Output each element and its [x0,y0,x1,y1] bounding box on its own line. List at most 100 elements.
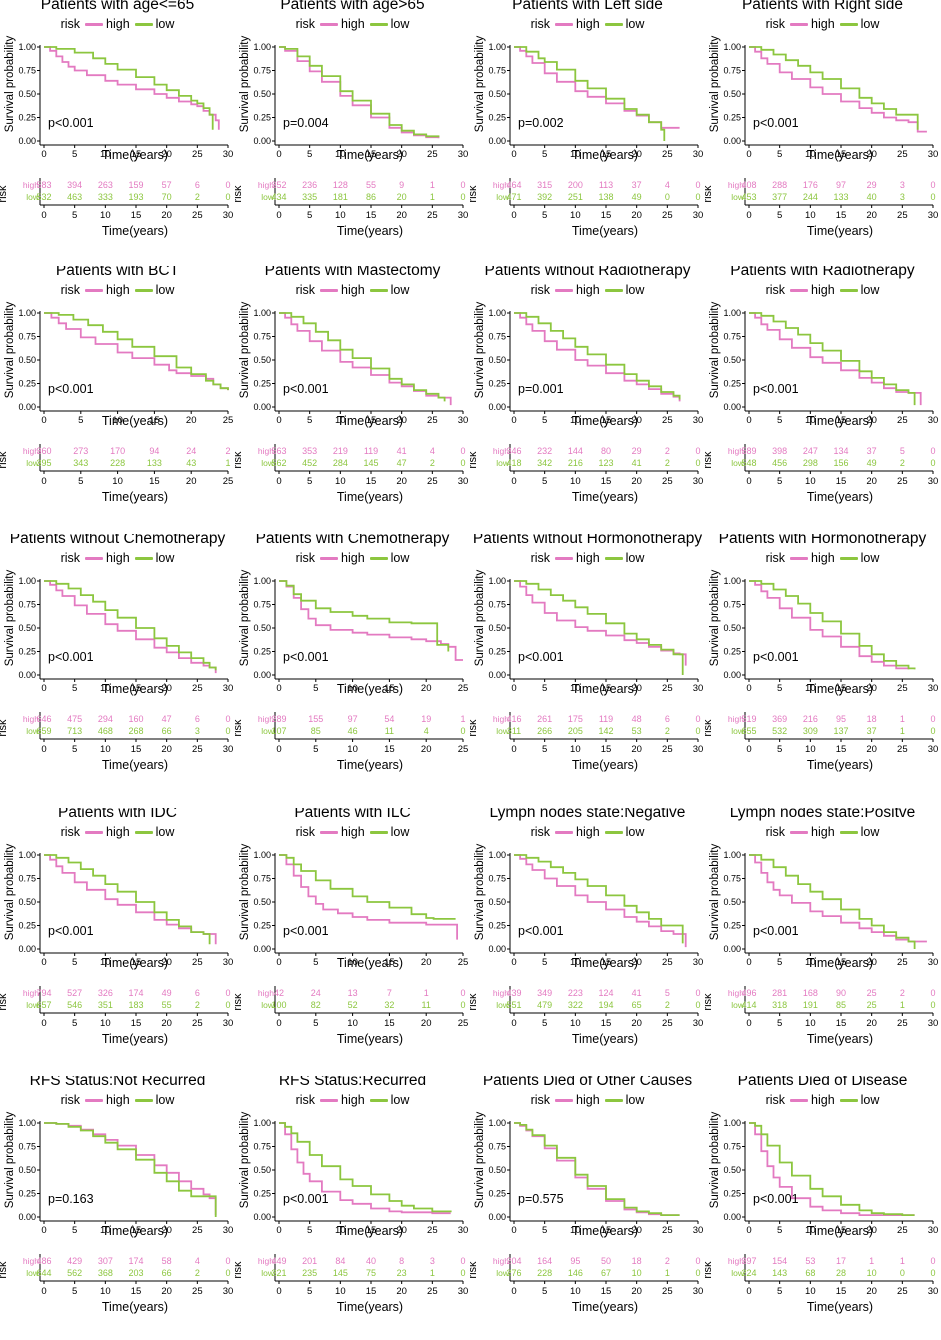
y-tick-label: 0.75 [488,600,506,610]
legend-label-high: high [811,825,835,839]
legend: risk high low [705,1093,940,1107]
y-tick-label: 0.50 [253,89,271,99]
legend-label-high: high [576,17,600,31]
risk-count-low: 228 [537,1268,552,1278]
x-tick-label: 5 [542,415,547,426]
risk-count-high: 346 [506,446,521,456]
y-tick-label: 0.25 [18,1189,36,1199]
risk-count-high: 6 [195,714,200,724]
risk-x-tick-label: 15 [131,744,142,755]
risk-count-low: 0 [460,192,465,202]
risk-count-low: 75 [366,1268,376,1278]
risk-count-low: 351 [98,1000,113,1010]
risk-x-axis-label: Time(years) [571,758,639,772]
legend-title: risk [295,17,316,31]
x-tick-label: 10 [805,683,816,694]
risk-count-low: 368 [98,1268,113,1278]
legend-label-high: high [106,551,130,565]
p-value: p<0.001 [48,650,94,664]
legend-label-high: high [811,1093,835,1107]
x-tick-label: 25 [662,683,673,694]
km-plot-svg: 0.000.250.500.751.0000551010151520202525… [488,1118,703,1297]
risk-row-label-low: low [731,192,745,202]
y-axis-label: Survival probability [709,301,721,399]
x-tick-label: 20 [631,683,642,694]
risk-count-high: 1 [869,1256,874,1266]
km-plot-svg: 0.000.250.500.751.0000551010151520202525… [253,308,468,487]
y-axis-label: Survival probability [4,843,16,941]
risk-count-high: 29 [632,446,642,456]
risk-x-tick-label: 10 [570,744,581,755]
y-tick-label: 0.50 [488,89,506,99]
risk-count-high: 398 [772,446,787,456]
x-axis-label: Time(years) [336,148,404,162]
risk-row-label-high: high [23,180,39,190]
risk-count-high: 247 [803,446,818,456]
risk-row-label-high: high [258,1256,274,1266]
risk-count-low: 4 [424,726,429,736]
x-tick-label: 30 [693,149,704,160]
x-tick-label: 15 [836,149,847,160]
risk-count-high: 326 [98,988,113,998]
x-tick-label: 20 [866,1225,877,1236]
risk-count-high: 18 [867,714,877,724]
y-tick-label: 1.00 [253,1118,271,1128]
legend-swatch-high [85,23,104,27]
y-tick-label: 0.25 [18,379,36,389]
risk-count-low: 298 [803,458,818,468]
x-tick-label: 20 [631,957,642,968]
x-tick-label: 15 [366,149,377,160]
risk-count-low: 0 [225,726,230,736]
risk-count-high: 94 [149,446,159,456]
risk-x-tick-label: 30 [693,210,704,221]
y-tick-label: 0.50 [723,355,741,365]
risk-x-tick-label: 25 [458,1018,469,1029]
y-axis-label: Survival probability [239,569,251,667]
x-tick-label: 20 [161,957,172,968]
risk-count-high: 168 [803,988,818,998]
risk-x-tick-label: 15 [836,210,847,221]
x-tick-label: 15 [601,149,612,160]
x-axis-label: Time(years) [571,682,639,696]
risk-x-tick-label: 25 [427,210,438,221]
y-tick-label: 0.00 [253,402,271,412]
risk-count-high: 119 [599,714,613,724]
panel-title: Patients with Left side [512,0,663,13]
risk-x-tick-label: 10 [805,744,816,755]
panel-title: Lymph nodes state:Negative [489,808,686,821]
km-curve-high [749,854,927,943]
risk-count-high: 18 [632,1256,642,1266]
legend-label-low: low [860,551,880,565]
risk-count-low: 181 [333,192,348,202]
legend: risk high low [705,551,940,565]
risk-count-low: 0 [695,1000,700,1010]
risk-x-axis-label: Time(years) [571,490,639,504]
risk-x-axis-label: Time(years) [806,758,874,772]
legend-label-low: low [390,551,410,565]
risk-x-tick-label: 10 [805,210,816,221]
risk-count-low: 244 [803,192,818,202]
risk-count-high: 6 [195,180,200,190]
x-tick-label: 30 [928,1225,939,1236]
risk-count-low: 321 [271,1268,286,1278]
x-tick-label: 30 [458,1225,469,1236]
risk-count-high: 201 [302,1256,317,1266]
x-tick-label: 0 [511,957,516,968]
risk-count-high: 429 [67,1256,82,1266]
x-tick-label: 30 [223,957,234,968]
risk-count-high: 1 [430,180,435,190]
risk-count-high: 175 [568,714,583,724]
p-value: p<0.001 [283,650,329,664]
x-tick-label: 15 [601,415,612,426]
risk-count-low: 203 [128,1268,143,1278]
risk-count-high: 2 [665,1256,670,1266]
risk-x-tick-label: 0 [746,1018,751,1029]
risk-x-tick-label: 25 [897,1286,908,1297]
p-value: p<0.001 [753,924,799,938]
x-tick-label: 5 [313,683,318,694]
risk-count-low: 342 [537,458,552,468]
km-panel: 0.00 0.25 0.50 0.75 1.00 0 0 5 5 10 10 15 15 20 20 25 25… [0,1076,235,1340]
risk-count-low: 0 [225,192,230,202]
x-tick-label: 5 [777,957,782,968]
risk-count-high: 97 [836,180,846,190]
